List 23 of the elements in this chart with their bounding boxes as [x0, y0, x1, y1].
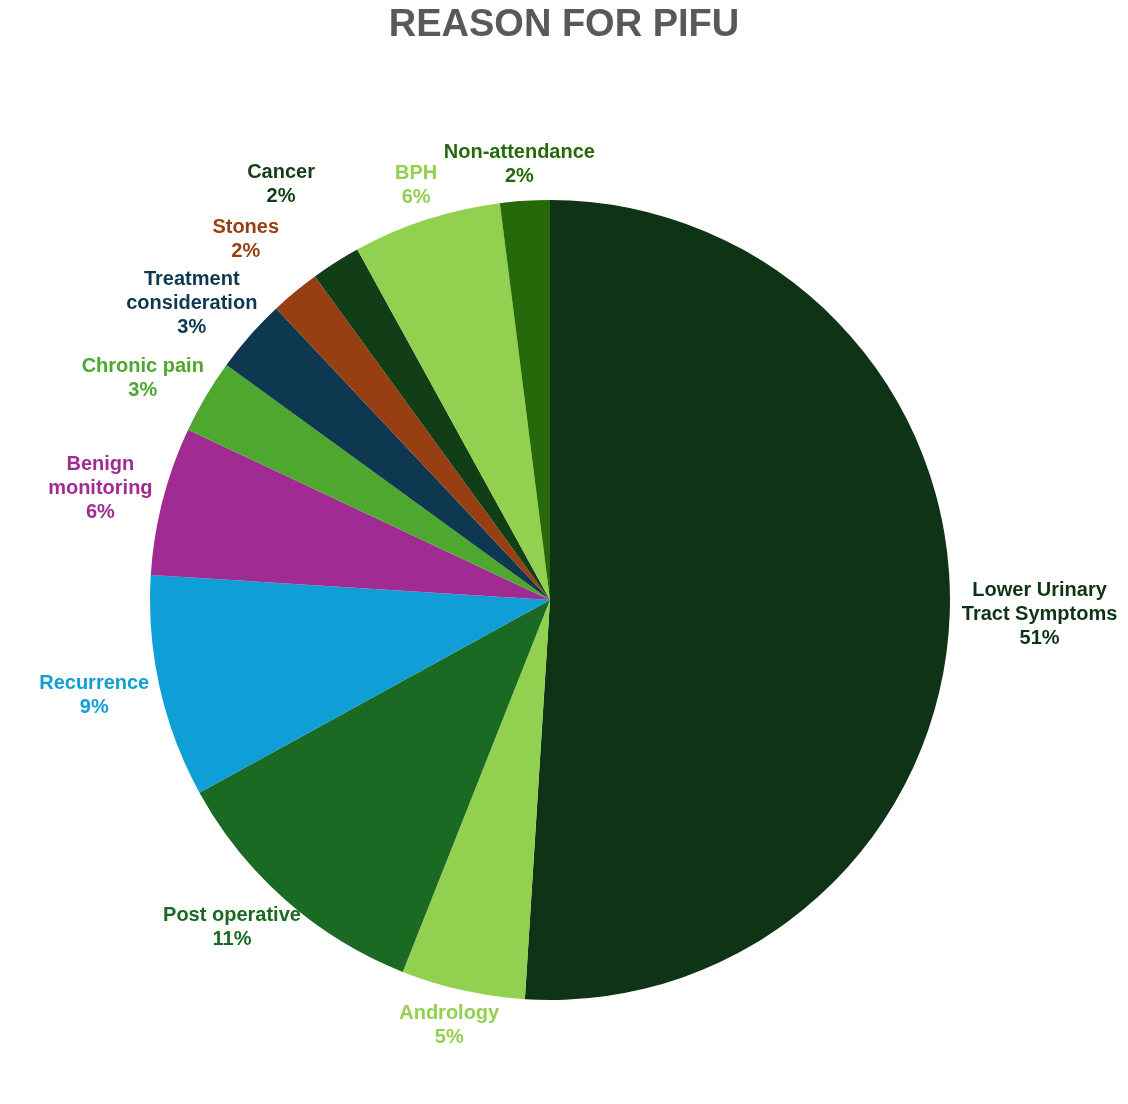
slice-label: Recurrence [39, 670, 150, 693]
data-label: 2% [231, 238, 261, 261]
data-label: 11% [212, 926, 252, 949]
slice-label: Stones [212, 214, 280, 237]
data-label: 5% [434, 1025, 464, 1048]
slice-label: Post operative [163, 902, 301, 925]
slice-label: Non-attendance [443, 140, 595, 163]
data-label: 51% [1019, 625, 1060, 648]
data-label: 6% [401, 184, 431, 207]
data-label: 6% [85, 500, 116, 523]
slice-label: Lower Urinary Tract Symptoms [961, 577, 1118, 624]
slice-label: Treatment consideration [126, 267, 258, 314]
data-label: 2% [266, 184, 296, 207]
data-label: 3% [177, 315, 207, 338]
slice-label: Cancer [247, 160, 316, 183]
chart-title: REASON FOR PIFU [388, 2, 740, 45]
data-label: 9% [79, 694, 109, 717]
data-label: 3% [128, 377, 158, 400]
data-label: 2% [504, 164, 535, 187]
slice-label: Andrology [399, 1001, 501, 1024]
slice-label: BPH [395, 160, 438, 183]
slice-label: Chronic pain [81, 353, 204, 376]
slice-label: Benign monitoring [48, 452, 153, 499]
